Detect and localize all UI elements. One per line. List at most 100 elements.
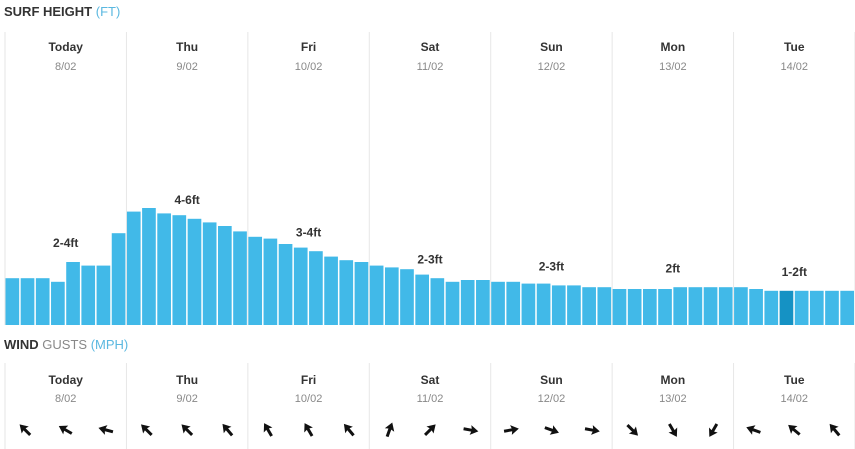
wind-arrow xyxy=(141,424,153,437)
wind-day-name: Thu xyxy=(176,373,198,387)
day-name: Tue xyxy=(784,40,805,54)
day-name: Sun xyxy=(540,40,563,54)
day-date: 11/02 xyxy=(417,61,444,73)
surf-bar xyxy=(20,278,35,325)
wind-day-name: Tue xyxy=(784,373,805,387)
wind-day-date: 8/02 xyxy=(55,393,76,405)
wind-day-date: 10/02 xyxy=(295,393,323,405)
surf-bar xyxy=(233,231,247,325)
surf-bar xyxy=(794,290,809,325)
surf-bar xyxy=(293,247,308,325)
wind-arrow xyxy=(668,423,678,437)
surf-bar xyxy=(688,287,703,325)
surf-bar xyxy=(840,290,854,325)
surf-unit: (FT) xyxy=(96,4,121,19)
surf-bar xyxy=(445,281,460,325)
surf-bar xyxy=(96,265,111,325)
surf-bar xyxy=(430,278,445,325)
wind-day-name: Fri xyxy=(301,373,316,387)
wind-arrow xyxy=(58,425,73,435)
day-name: Today xyxy=(48,40,83,54)
wind-day-date: 12/02 xyxy=(538,393,566,405)
day-name: Mon xyxy=(661,40,686,54)
day-name: Thu xyxy=(176,40,198,54)
wind-day-name: Sun xyxy=(540,373,563,387)
surf-bar xyxy=(263,238,278,325)
wind-arrow xyxy=(343,423,355,437)
wind-arrow xyxy=(626,423,639,436)
surf-header: SURF HEIGHT (FT) xyxy=(4,4,120,19)
wind-arrow xyxy=(463,425,479,435)
surf-bar xyxy=(202,222,217,325)
surf-bar xyxy=(278,244,293,325)
surf-bar xyxy=(400,269,414,325)
surf-bar xyxy=(51,281,65,325)
surf-bar xyxy=(35,278,50,325)
surf-bar xyxy=(551,285,566,325)
wind-day-name: Today xyxy=(48,373,83,387)
wind-arrow xyxy=(423,424,436,437)
wind-day-date: 9/02 xyxy=(176,393,197,405)
wind-arrow xyxy=(304,423,314,437)
wind-day-date: 13/02 xyxy=(659,393,687,405)
surf-bar xyxy=(309,251,323,325)
day-date: 14/02 xyxy=(781,61,809,73)
surf-bar xyxy=(111,233,126,325)
surf-bar xyxy=(643,289,657,325)
surf-bar xyxy=(612,289,627,325)
wind-arrow xyxy=(222,423,234,437)
wind-arrow xyxy=(746,425,761,435)
day-date: 8/02 xyxy=(55,61,76,73)
surf-bar xyxy=(324,256,338,325)
surf-bar xyxy=(506,281,521,325)
surf-bar xyxy=(809,290,824,325)
surf-bar xyxy=(218,226,232,325)
wind-unit: (MPH) xyxy=(91,337,129,352)
day-name: Sat xyxy=(421,40,440,54)
surf-bar xyxy=(354,262,369,325)
surf-bar xyxy=(66,262,80,325)
wind-arrow xyxy=(544,425,559,435)
wind-day-name: Sat xyxy=(421,373,440,387)
surf-bar xyxy=(718,287,733,325)
surf-bar xyxy=(703,287,718,325)
wind-day-date: 14/02 xyxy=(781,393,809,405)
wind-title: WIND xyxy=(4,337,39,352)
surf-bar xyxy=(142,208,156,325)
wind-arrow xyxy=(19,424,32,437)
wind-header: WIND GUSTS (MPH) xyxy=(4,337,128,352)
surf-bar xyxy=(339,260,354,325)
surf-bar xyxy=(81,265,96,325)
surf-bar xyxy=(764,290,779,325)
surf-bar xyxy=(658,289,672,325)
surf-bar xyxy=(476,280,490,325)
wind-arrow xyxy=(584,425,600,435)
surf-bar xyxy=(415,274,429,325)
surf-range-label: 2-4ft xyxy=(53,236,78,250)
wind-day-date: 11/02 xyxy=(417,393,444,405)
wind-arrow xyxy=(709,423,719,437)
surf-bar xyxy=(521,283,536,325)
wind-day-name: Mon xyxy=(661,373,686,387)
surf-bar xyxy=(157,213,171,325)
surf-bar xyxy=(734,287,748,325)
day-date: 9/02 xyxy=(176,61,197,73)
surf-bar xyxy=(749,289,763,325)
surf-title: SURF HEIGHT xyxy=(4,4,92,19)
surf-bar xyxy=(172,215,187,325)
surf-bar xyxy=(779,290,794,325)
wind-arrow xyxy=(263,423,273,437)
surf-range-label: 2ft xyxy=(666,261,681,275)
surf-bar xyxy=(248,236,263,325)
wind-arrow xyxy=(788,424,801,436)
surf-range-label: 4-6ft xyxy=(174,193,199,207)
surf-bar xyxy=(627,289,642,325)
surf-bar xyxy=(491,281,505,325)
wind-arrow xyxy=(503,425,519,435)
surf-range-label: 2-3ft xyxy=(539,260,564,274)
surf-bar xyxy=(187,218,202,325)
surf-range-label: 1-2ft xyxy=(782,265,807,279)
surf-bar xyxy=(673,287,688,325)
surf-bar xyxy=(597,287,612,325)
